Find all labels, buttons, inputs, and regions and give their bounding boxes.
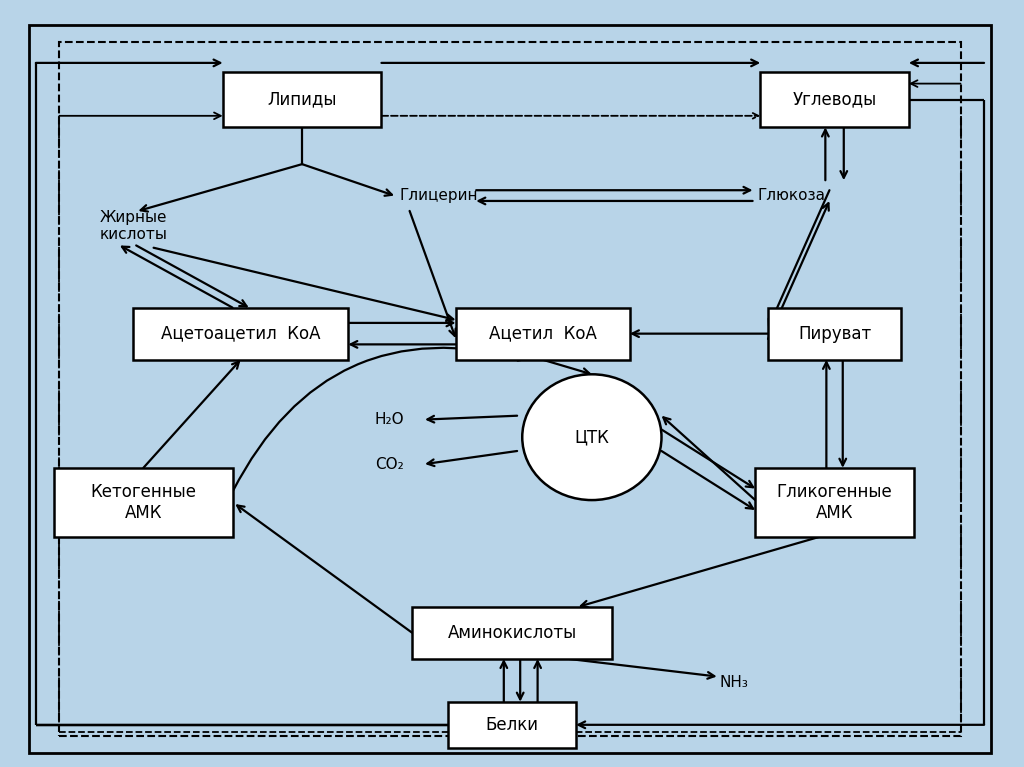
FancyBboxPatch shape xyxy=(222,72,381,127)
FancyBboxPatch shape xyxy=(456,308,630,360)
Text: Липиды: Липиды xyxy=(267,91,337,109)
Text: Ацетоацетил  КоА: Ацетоацетил КоА xyxy=(161,324,321,343)
FancyBboxPatch shape xyxy=(768,308,901,360)
FancyBboxPatch shape xyxy=(449,702,575,748)
Text: Глюкоза: Глюкоза xyxy=(758,188,825,203)
FancyBboxPatch shape xyxy=(412,607,611,659)
Text: Ацетил  КоА: Ацетил КоА xyxy=(488,324,597,343)
Text: Углеводы: Углеводы xyxy=(793,91,877,109)
Text: Белки: Белки xyxy=(485,716,539,734)
Text: NH₃: NH₃ xyxy=(720,675,749,690)
Text: Пируват: Пируват xyxy=(798,324,871,343)
Text: Кетогенные
АМК: Кетогенные АМК xyxy=(90,483,197,522)
Ellipse shape xyxy=(522,374,662,500)
FancyBboxPatch shape xyxy=(760,72,909,127)
Text: H₂O: H₂O xyxy=(375,412,403,427)
Text: CO₂: CO₂ xyxy=(375,456,403,472)
Text: Жирные
кислоты: Жирные кислоты xyxy=(99,210,167,242)
Text: Гликогенные
АМК: Гликогенные АМК xyxy=(776,483,893,522)
Text: ЦТК: ЦТК xyxy=(574,428,609,446)
FancyBboxPatch shape xyxy=(755,468,913,537)
Text: Глицерин: Глицерин xyxy=(399,188,478,203)
Text: Аминокислоты: Аминокислоты xyxy=(447,624,577,642)
FancyBboxPatch shape xyxy=(133,308,348,360)
FancyBboxPatch shape xyxy=(54,468,233,537)
